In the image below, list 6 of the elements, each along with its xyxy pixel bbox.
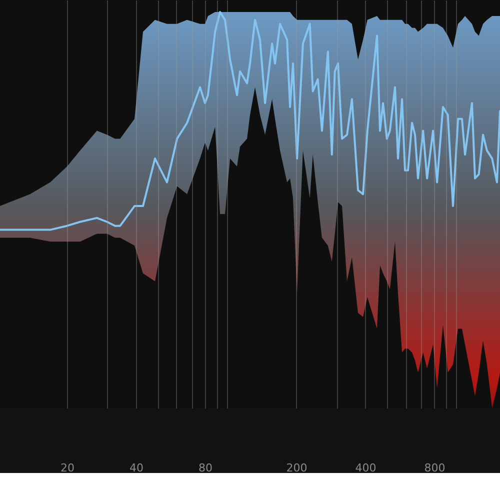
x-tick-label: 200 <box>286 462 308 474</box>
x-tick-label: 20 <box>60 462 75 474</box>
x-tick-label: 400 <box>355 462 376 474</box>
x-tick-label: 80 <box>198 462 213 474</box>
x-tick-label: 40 <box>130 462 144 474</box>
x-tick-label: 800 <box>424 462 446 474</box>
